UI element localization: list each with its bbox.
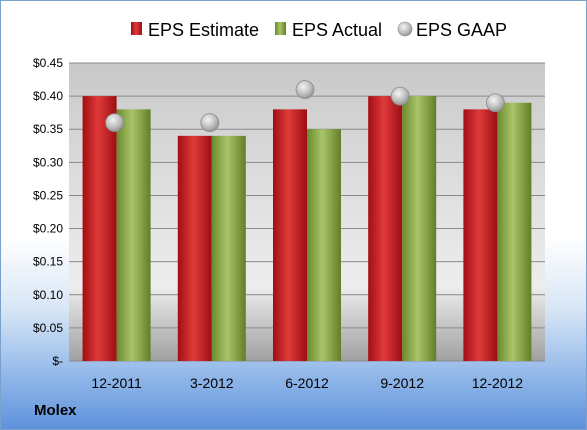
- y-tick-label: $0.45: [33, 56, 63, 70]
- x-axis-labels: 12-2011 3-2012 6-2012 9-2012 12-2012: [91, 375, 523, 391]
- legend-estimate-label: EPS Estimate: [148, 20, 259, 40]
- y-tick-label: $0.30: [33, 155, 63, 169]
- actual-bar: [402, 96, 437, 361]
- legend-gaap-label: EPS GAAP: [416, 20, 507, 40]
- x-tick-label: 12-2011: [91, 375, 142, 391]
- gaap-point: [105, 113, 124, 132]
- bars: [82, 96, 532, 361]
- gaap-points: [105, 80, 505, 132]
- y-tick-label: $0.35: [33, 122, 63, 136]
- y-tick-label: $0.25: [33, 188, 63, 202]
- estimate-bar: [368, 96, 403, 361]
- y-axis-labels: $- $0.05 $0.10 $0.15 $0.20 $0.25 $0.30 $0.35 $0.…: [33, 56, 63, 368]
- x-tick-label: 3-2012: [190, 375, 234, 391]
- actual-bar: [211, 135, 246, 361]
- estimate-bar: [463, 109, 498, 361]
- estimate-bar: [177, 135, 212, 361]
- gaap-point: [390, 86, 410, 106]
- x-tick-label: 6-2012: [285, 375, 329, 391]
- gaap-point: [295, 80, 315, 99]
- company-name: Molex: [34, 402, 77, 419]
- y-tick-label: $0.10: [33, 288, 63, 302]
- legend: EPS Estimate EPS Actual EPS GAAP: [131, 20, 507, 40]
- y-tick-label: $-: [52, 354, 63, 368]
- x-tick-label: 9-2012: [380, 375, 424, 391]
- y-tick-label: $0.15: [33, 255, 63, 269]
- estimate-bar: [82, 96, 117, 361]
- legend-actual-label: EPS Actual: [292, 20, 382, 40]
- y-tick-label: $0.20: [33, 222, 63, 236]
- gaap-point: [200, 113, 220, 132]
- legend-actual-swatch: [275, 22, 286, 35]
- estimate-bar: [273, 109, 307, 361]
- actual-bar: [307, 129, 341, 361]
- y-tick-label: $0.05: [33, 321, 63, 335]
- legend-gaap-swatch: [397, 21, 413, 37]
- x-tick-label: 12-2012: [472, 375, 524, 391]
- legend-estimate-swatch: [131, 22, 142, 35]
- actual-bar: [497, 102, 532, 361]
- actual-bar: [116, 109, 151, 361]
- gaap-point: [485, 93, 505, 113]
- y-tick-label: $0.40: [33, 89, 63, 103]
